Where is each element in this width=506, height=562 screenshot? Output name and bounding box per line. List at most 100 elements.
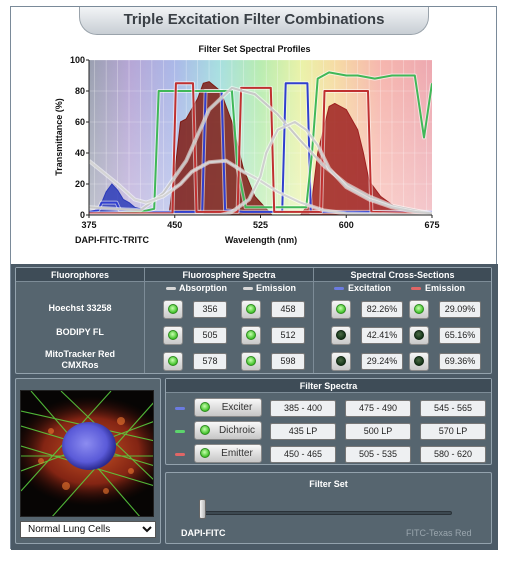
filter-set-slider-track[interactable] [202,511,452,515]
excitation-legend-swatch [334,287,344,290]
led-indicator [168,330,178,340]
title-bar: Triple Excitation Filter Combinations [79,7,429,35]
filter-band-value: 500 LP [345,423,411,440]
filter-band-value: 435 LP [270,423,336,440]
spectra-header: Fluorosphere Spectra [182,270,276,280]
emission-cs-value: 69.36% [439,353,481,370]
control-area: Fluorophores Fluorosphere Spectra Spectr… [11,264,498,550]
emission-cs-legend-label: Emission [425,283,466,293]
filter-band-value: 570 LP [420,423,486,440]
emission-value: 512 [271,327,305,344]
spectrum-line [89,121,432,215]
led-indicator [336,304,346,314]
absorption-toggle[interactable] [163,352,183,371]
app-window: Triple Excitation Filter Combinations Fi… [10,6,498,550]
emission-cs-toggle[interactable] [409,300,429,319]
emission-cs-legend-swatch [411,287,421,290]
dichroic-label: Dichroic [218,425,256,436]
fluorophore-name: BODIPY FL [56,327,104,337]
x-tick-label: 450 [167,220,182,230]
filter-band-value: 545 - 565 [420,400,486,417]
excitation-toggle[interactable] [331,326,351,345]
dichroic-button[interactable]: Dichroic [194,421,262,440]
emitter-label: Emitter [221,448,253,459]
micrograph-image [20,390,154,517]
absorption-legend-label: Absorption [179,283,227,293]
y-tick-label: 80 [75,86,85,96]
excitation-toggle[interactable] [331,352,351,371]
y-tick-label: 40 [75,148,85,158]
filter-band-value: 580 - 620 [420,446,486,463]
led-indicator [246,330,256,340]
y-tick-label: 60 [75,117,85,127]
emission-cs-toggle[interactable] [409,326,429,345]
led-indicator [200,402,210,412]
y-tick-label: 0 [80,210,85,220]
x-tick-label: 675 [424,220,439,230]
cross-section-header: Spectral Cross-Sections [350,270,455,280]
led-indicator [414,304,424,314]
y-tick-label: 100 [70,55,85,65]
led-indicator [246,304,256,314]
emission-cs-value: 65.16% [439,327,481,344]
fluorophores-header: Fluorophores [51,270,109,280]
absorption-legend-swatch [166,287,176,290]
x-tick-label: 525 [253,220,268,230]
excitation-value: 42.41% [361,327,403,344]
spectrum-line [89,159,432,215]
filter-set-header: Filter Set [309,479,348,489]
filter-spectra-header: Filter Spectra [299,381,358,391]
emission-toggle[interactable] [241,300,261,319]
absorption-toggle[interactable] [163,326,183,345]
spectral-chart: 375 450 525 600 675 0 20 40 60 80 100 Transmittanc… [54,55,440,245]
exciter-label: Exciter [221,402,253,413]
filter-set-slider-thumb[interactable] [199,499,206,519]
spectrum-line [89,71,432,215]
dichroic-swatch [175,430,185,433]
absorption-toggle[interactable] [163,300,183,319]
led-indicator [414,356,424,366]
excitation-legend-label: Excitation [348,283,392,293]
y-tick-label: 20 [75,179,85,189]
absorption-value: 356 [193,301,227,318]
x-tick-label: 600 [339,220,354,230]
led-indicator [200,448,210,458]
excitation-value: 82.26% [361,301,403,318]
emitter-swatch [175,453,185,456]
emission-cs-value: 29.09% [439,301,481,318]
emission-toggle[interactable] [241,326,261,345]
emission-legend-label: Emission [256,283,297,293]
emitter-button[interactable]: Emitter [194,444,262,463]
page-title: Triple Excitation Filter Combinations [123,11,385,28]
led-indicator [414,330,424,340]
excitation-toggle[interactable] [331,300,351,319]
led-indicator [336,356,346,366]
spectrum-line [89,82,432,215]
specimen-select[interactable]: Normal Lung Cells [20,521,156,538]
emission-cs-toggle[interactable] [409,352,429,371]
exciter-button[interactable]: Exciter [194,398,262,417]
filter-set-right-label: FITC-Texas Red [406,528,472,538]
filter-band-value: 475 - 490 [345,400,411,417]
x-tick-label: 375 [81,220,96,230]
fluorophore-name: Hoechst 33258 [48,303,112,313]
led-indicator [246,356,256,366]
fluorophore-name: MitoTracker Red CMXRos [44,349,116,370]
filter-band-value: 450 - 465 [270,446,336,463]
chart-title: Filter Set Spectral Profiles [198,44,311,54]
absorption-value: 505 [193,327,227,344]
exciter-swatch [175,407,185,410]
y-axis-label: Transmittance (%) [54,98,64,176]
chart-axes: 375 450 525 600 675 0 20 40 60 80 100 [70,55,440,230]
x-axis-label: Wavelength (nm) [225,235,297,245]
emission-value: 598 [271,353,305,370]
filter-band-value: 385 - 400 [270,400,336,417]
excitation-value: 29.24% [361,353,403,370]
absorption-value: 578 [193,353,227,370]
filter-set-name: DAPI-FITC-TRITC [75,235,149,245]
led-indicator [200,425,210,435]
filter-set-left-label: DAPI-FITC [181,528,226,538]
emission-toggle[interactable] [241,352,261,371]
led-indicator [336,330,346,340]
emission-legend-swatch [243,287,253,290]
